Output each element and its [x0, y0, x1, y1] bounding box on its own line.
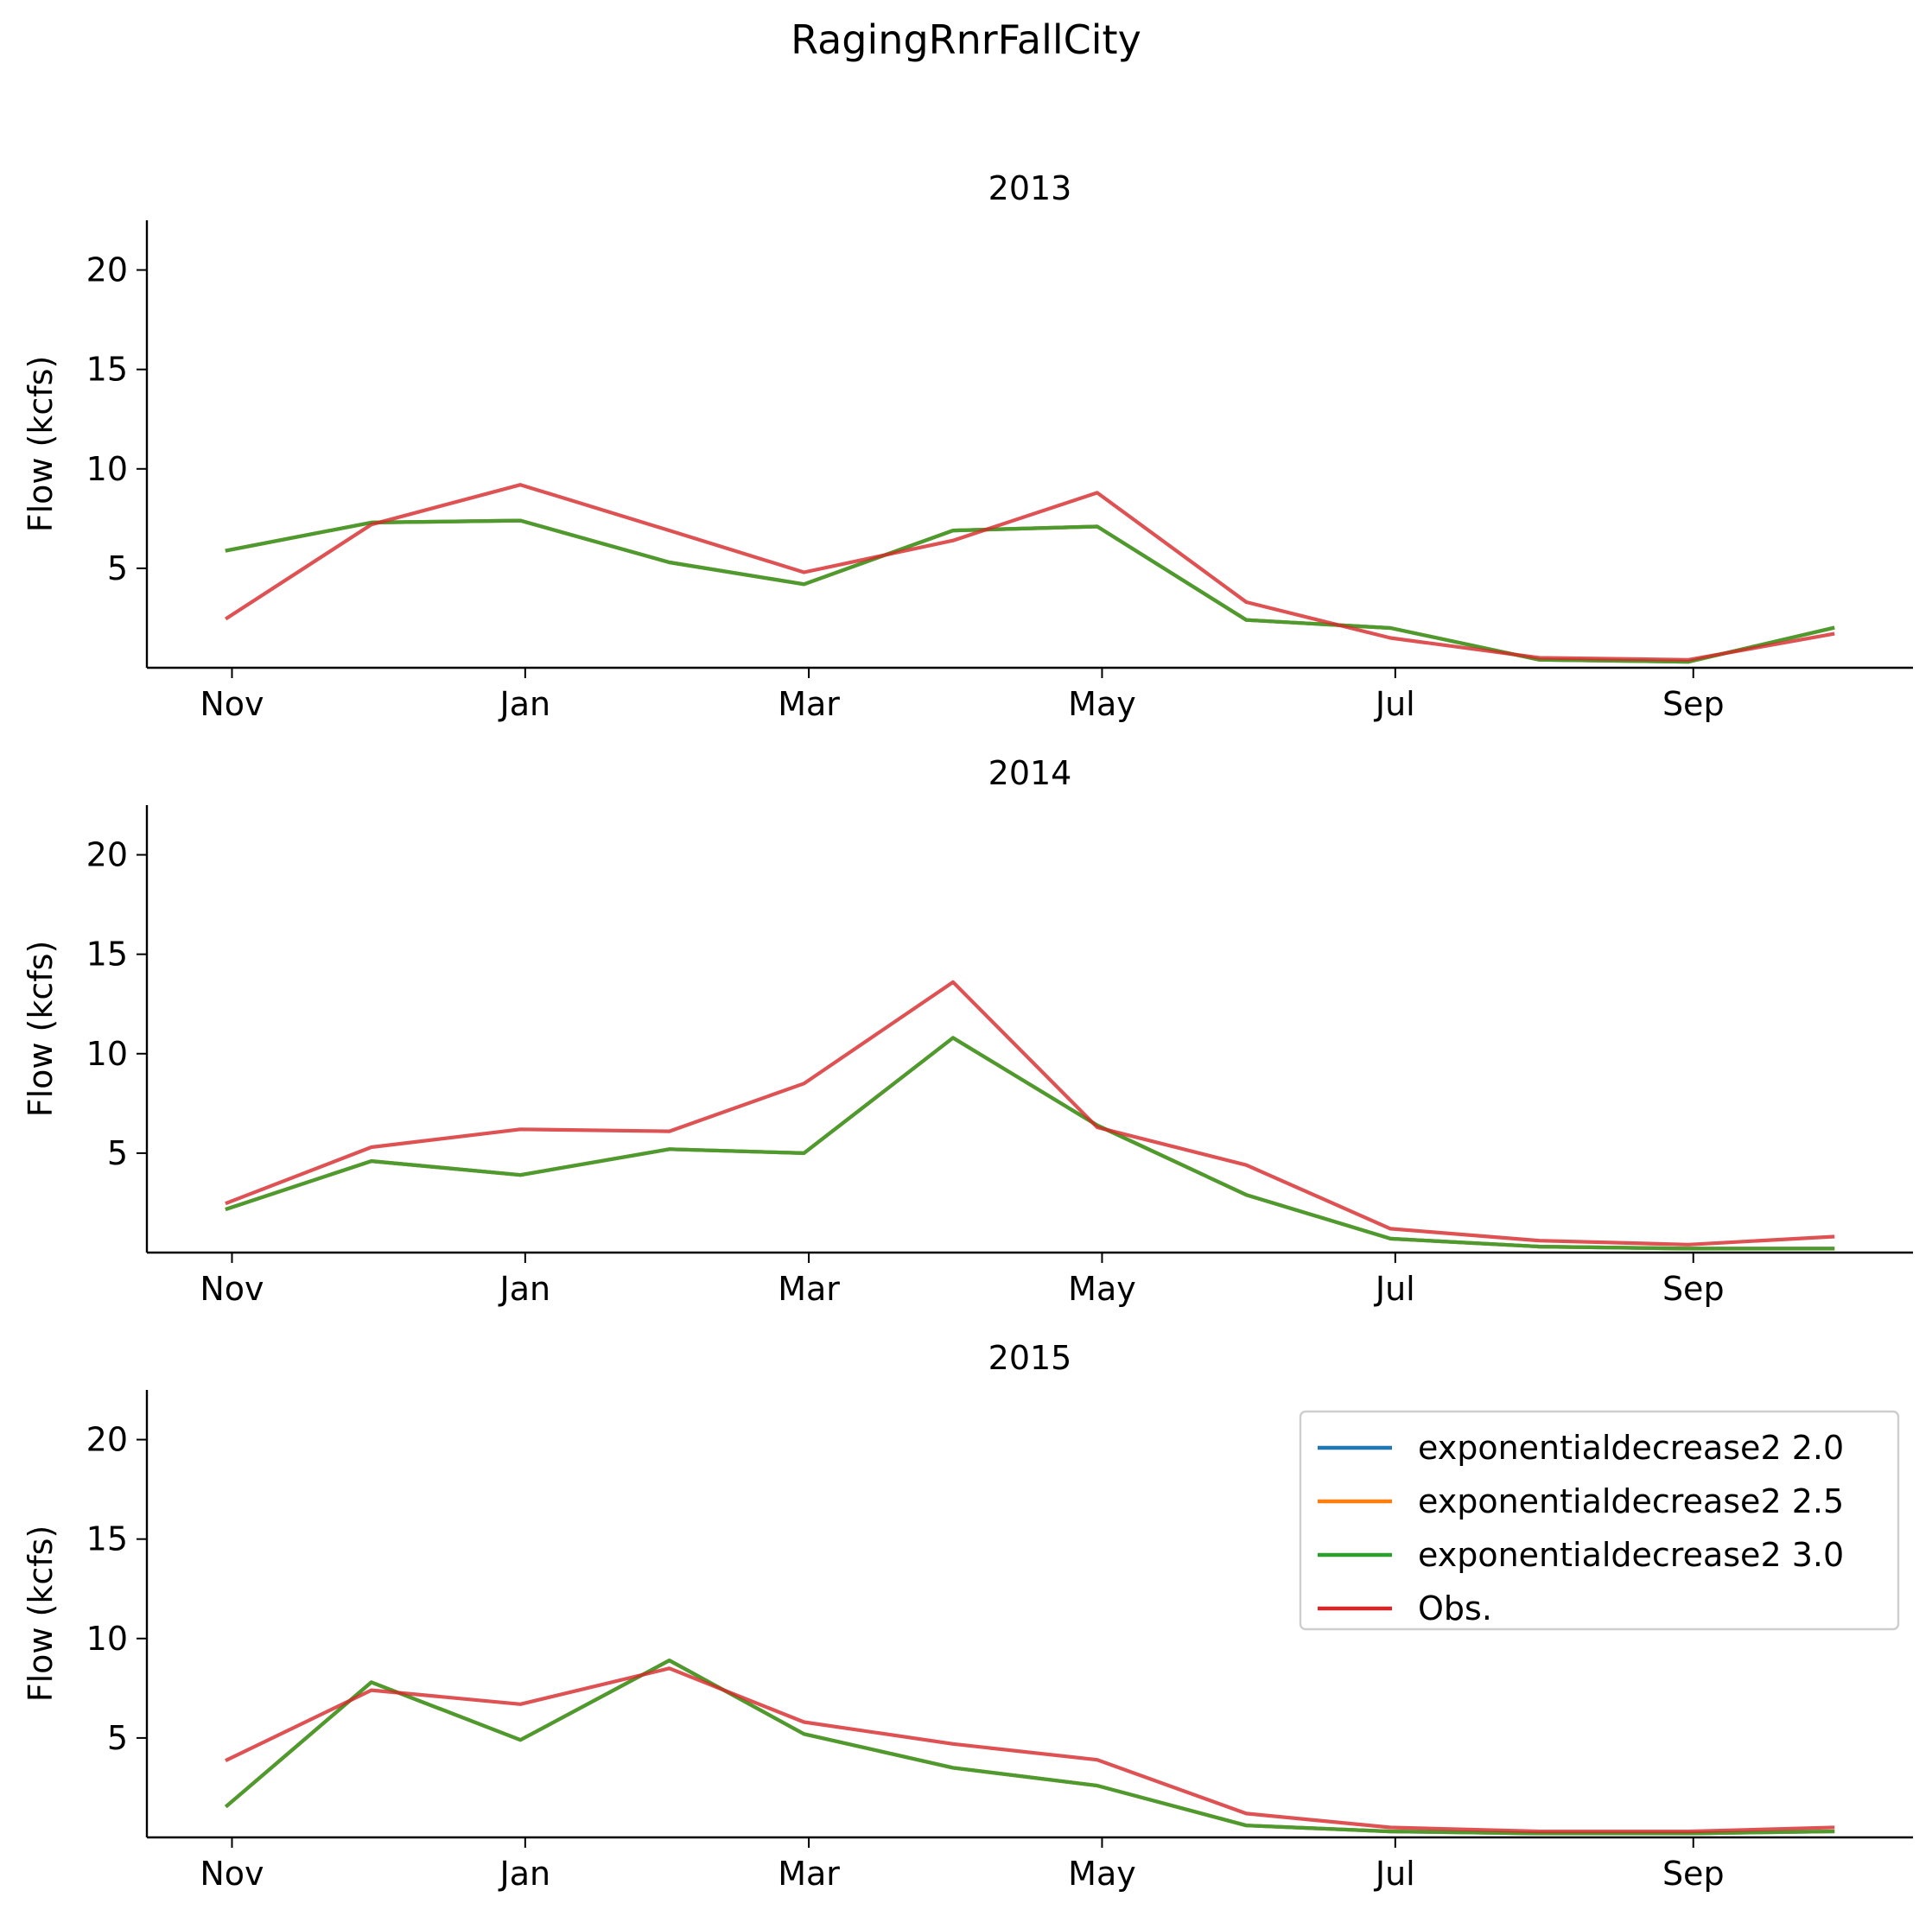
x-tick-label: Jan: [499, 685, 551, 723]
y-tick-label: 5: [107, 1134, 128, 1172]
series-line-exponentialdecrease2-2-5: [225, 518, 1835, 664]
x-tick-label: Jul: [1374, 1270, 1415, 1308]
subplot-2015: 2015 Flow (kcfs) 5 10 15 20 Nov Jan Mar May Jul Sep…: [22, 1339, 1913, 1893]
y-tick-label: 10: [86, 1620, 128, 1658]
series-line-obs-: [225, 1666, 1835, 1834]
subplot-title: 2013: [988, 169, 1072, 207]
legend-frame: [1299, 1410, 1900, 1631]
legend: exponentialdecrease2 2.0 exponentialdecre…: [1299, 1410, 1900, 1631]
legend-item: exponentialdecrease2 2.5: [1318, 1482, 1844, 1520]
series-line-exponentialdecrease2-3-0: [225, 1036, 1835, 1251]
series-line-exponentialdecrease2-3-0: [224, 1658, 1835, 1836]
subplot-title: 2014: [988, 754, 1072, 792]
x-tick-label: Mar: [778, 1270, 840, 1308]
series-line-exponentialdecrease2-2-0: [225, 1036, 1835, 1251]
legend-item: exponentialdecrease2 3.0: [1318, 1536, 1844, 1574]
y-tick-label: 10: [86, 450, 128, 488]
y-tick-label: 20: [86, 836, 128, 874]
x-tick-label: Jul: [1374, 1855, 1415, 1893]
figure-suptitle: RagingRnrFallCity: [791, 16, 1141, 63]
legend-label: exponentialdecrease2 2.5: [1418, 1482, 1844, 1520]
legend-label: exponentialdecrease2 3.0: [1418, 1536, 1844, 1574]
x-tick-label: May: [1068, 685, 1136, 723]
y-tick-label: 15: [86, 351, 128, 389]
subplot-title: 2015: [988, 1339, 1072, 1377]
y-tick-label: 5: [107, 1719, 128, 1757]
series-line-obs-: [224, 483, 1835, 662]
legend-item: exponentialdecrease2 2.0: [1318, 1429, 1844, 1467]
x-tick-label: Mar: [778, 685, 840, 723]
y-tick-label: 5: [107, 549, 128, 587]
y-axis-label: Flow (kcfs): [22, 941, 60, 1118]
x-tick-label: Sep: [1662, 1855, 1725, 1893]
y-axis-label: Flow (kcfs): [22, 1526, 60, 1703]
series-line-exponentialdecrease2-2-5: [225, 1036, 1835, 1251]
y-axis-label: Flow (kcfs): [22, 356, 60, 533]
x-tick-label: Nov: [200, 1855, 264, 1893]
y-tick-label: 20: [86, 1421, 128, 1459]
x-tick-label: Sep: [1662, 1270, 1725, 1308]
y-tick-label: 15: [86, 936, 128, 974]
x-tick-label: Sep: [1662, 685, 1725, 723]
x-tick-label: Jul: [1374, 685, 1415, 723]
x-tick-label: Jan: [499, 1270, 551, 1308]
x-tick-label: Nov: [200, 685, 264, 723]
y-tick-label: 15: [86, 1520, 128, 1558]
y-tick-label: 10: [86, 1035, 128, 1073]
series-line-exponentialdecrease2-2-0: [225, 518, 1835, 664]
x-tick-label: May: [1068, 1855, 1136, 1893]
subplot-2013: 2013 Flow (kcfs) 5 10 15 20 Nov Jan Mar May Jul Sep: [22, 169, 1913, 723]
series-line-obs-: [225, 980, 1835, 1247]
y-tick-label: 20: [86, 251, 128, 289]
legend-label: exponentialdecrease2 2.0: [1418, 1429, 1844, 1467]
series-line-exponentialdecrease2-3-0: [225, 518, 1835, 664]
x-tick-label: Jan: [499, 1855, 551, 1893]
x-tick-label: Mar: [778, 1855, 840, 1893]
series-line-exponentialdecrease2-2-5: [224, 1658, 1835, 1836]
subplot-2014: 2014 Flow (kcfs) 5 10 15 20 Nov Jan Mar May Jul Sep: [22, 754, 1913, 1308]
x-tick-label: May: [1068, 1270, 1136, 1308]
x-tick-label: Nov: [200, 1270, 264, 1308]
series-line-exponentialdecrease2-2-0: [224, 1658, 1835, 1836]
legend-item: Obs.: [1318, 1589, 1492, 1627]
legend-label: Obs.: [1418, 1589, 1492, 1627]
